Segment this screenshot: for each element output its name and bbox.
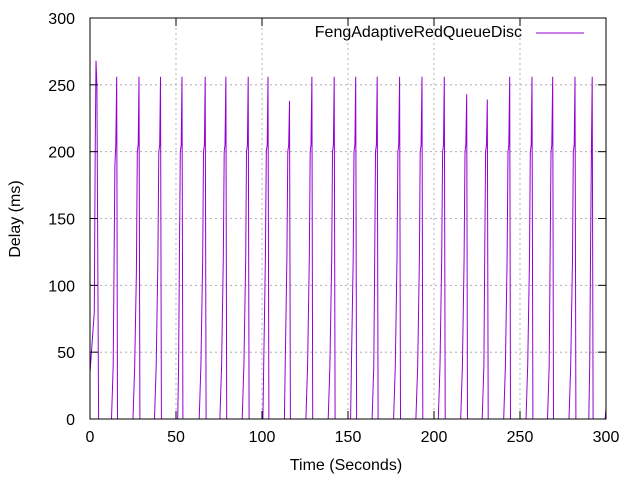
y-tick-label: 0 (66, 412, 75, 429)
y-tick-label: 150 (48, 212, 75, 229)
y-tick-label: 50 (57, 345, 75, 362)
y-tick-label: 300 (48, 11, 75, 28)
y-tick-label: 250 (48, 78, 75, 95)
x-tick-label: 0 (86, 429, 95, 446)
axis-ticks (89, 17, 607, 420)
x-tick-label: 200 (421, 429, 448, 446)
y-axis-label: Delay (ms) (7, 180, 24, 257)
y-tick-label: 200 (48, 145, 75, 162)
y-tick-labels: 0 50 100 150 200 250 300 (48, 11, 75, 429)
x-tick-labels: 0 50 100 150 200 250 300 (86, 429, 620, 446)
y-tick-label: 100 (48, 278, 75, 295)
legend: FengAdaptiveRedQueueDisc (315, 24, 584, 41)
legend-label: FengAdaptiveRedQueueDisc (315, 24, 522, 41)
x-tick-label: 250 (507, 429, 534, 446)
series-line (89, 60, 607, 420)
grid-lines (90, 18, 606, 419)
x-axis-label: Time (Seconds) (290, 457, 402, 474)
series-line-group (89, 60, 607, 420)
x-tick-label: 150 (335, 429, 362, 446)
x-tick-label: 100 (249, 429, 276, 446)
x-tick-label: 300 (593, 429, 620, 446)
x-tick-label: 50 (167, 429, 185, 446)
